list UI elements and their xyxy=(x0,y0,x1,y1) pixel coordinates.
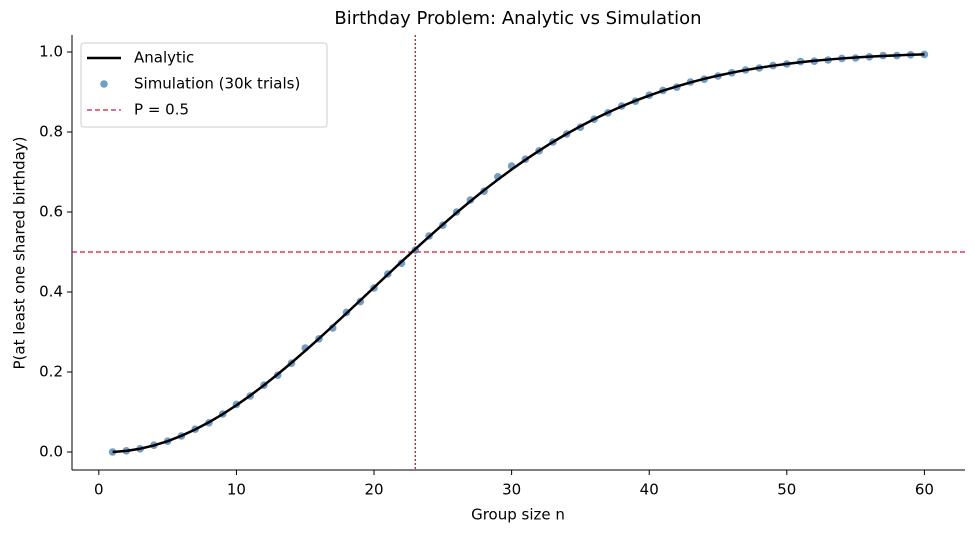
legend-label: Simulation (30k trials) xyxy=(134,75,300,93)
chart-title: Birthday Problem: Analytic vs Simulation xyxy=(334,8,701,29)
x-tick-label: 0 xyxy=(94,481,104,499)
analytic-line xyxy=(112,53,925,454)
x-tick-label: 20 xyxy=(364,481,383,499)
y-tick-label: 0.2 xyxy=(39,363,63,381)
legend-swatch xyxy=(100,80,108,88)
y-axis-label: P(at least one shared birthday) xyxy=(11,136,29,369)
x-tick-label: 50 xyxy=(777,481,796,499)
x-tick-label: 10 xyxy=(227,481,246,499)
y-tick-label: 0.0 xyxy=(39,443,63,461)
legend-label: P = 0.5 xyxy=(134,101,189,119)
x-tick-label: 40 xyxy=(640,481,659,499)
y-tick-label: 0.8 xyxy=(39,123,63,141)
x-tick-label: 60 xyxy=(915,481,934,499)
legend-box xyxy=(80,42,328,128)
y-tick-label: 1.0 xyxy=(39,43,63,61)
y-tick-label: 0.4 xyxy=(39,283,63,301)
legend-label: Analytic xyxy=(134,49,194,67)
x-tick-label: 30 xyxy=(502,481,521,499)
legend: Analytic Simulation (30k trials) P = 0.5 xyxy=(80,42,328,128)
y-tick-label: 0.6 xyxy=(39,203,63,221)
x-axis-label: Group size n xyxy=(471,506,565,524)
